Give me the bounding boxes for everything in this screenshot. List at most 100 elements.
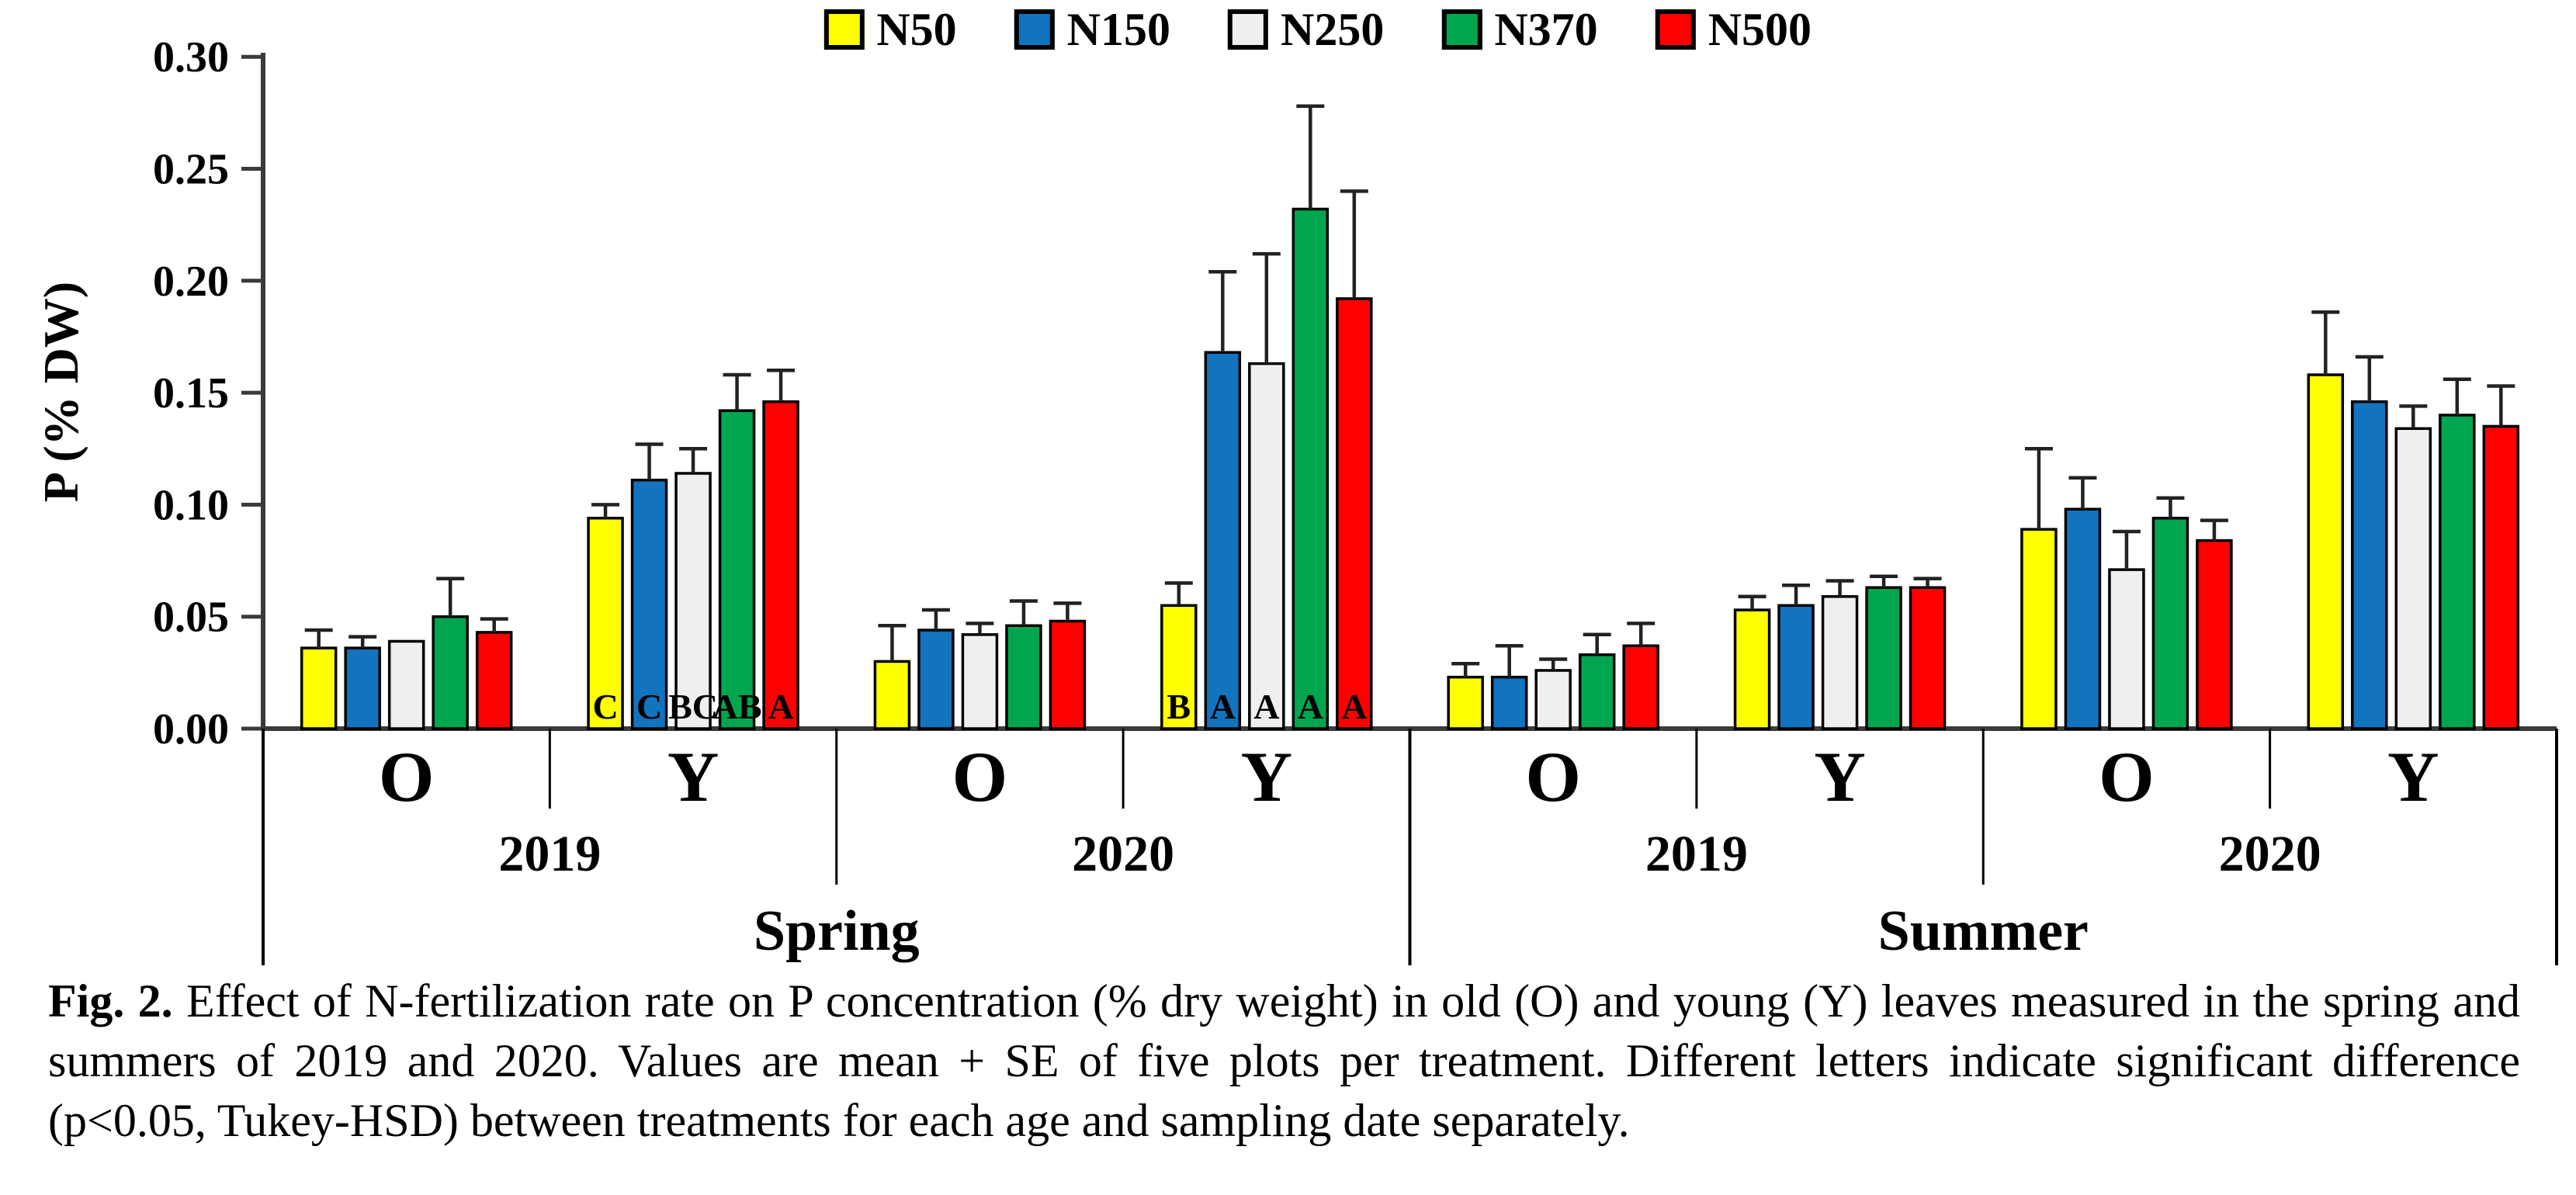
bar-Summer-2019-Y-N150 xyxy=(1777,604,1815,730)
age-label: O xyxy=(2099,737,2155,816)
bar-Spring-2019-Y-N50 xyxy=(587,516,624,730)
bar-group-Summer-2020-O xyxy=(2020,447,2233,730)
bar-chart: 0.00 0.05 0.10 0.15 0.20 0.25 0.30 P (% DW) O Y O Y… xyxy=(33,33,2558,965)
bar-Summer-2019-Y-N370 xyxy=(1865,586,1902,730)
age-label: Y xyxy=(1241,737,1292,816)
y-tick-label: 0.00 xyxy=(153,705,229,753)
sig-letter: A xyxy=(1341,687,1367,726)
legend-label: N370 xyxy=(1494,4,1598,55)
legend-item-N250: N250 xyxy=(1228,6,1384,53)
sig-letter: A xyxy=(1253,687,1279,726)
figure-caption: Fig. 2. Effect of N-fertilization rate o… xyxy=(48,972,2520,1150)
legend-item-N50: N50 xyxy=(823,4,957,55)
bar-Summer-2020-O-N370 xyxy=(2151,516,2189,730)
bar-Summer-2020-O-N250 xyxy=(2108,568,2145,730)
legend-item-N370: N370 xyxy=(1441,4,1598,55)
legend-item-N500: N500 xyxy=(1655,4,1812,55)
bar-Spring-2019-Y-N250 xyxy=(674,472,712,730)
bar-Summer-2020-Y-N150 xyxy=(2351,400,2388,730)
legend-swatch-N370 xyxy=(1441,9,1482,50)
bar-Spring-2020-O-N370 xyxy=(1005,624,1042,730)
y-tick-label: 0.30 xyxy=(153,33,229,81)
y-tick-label: 0.20 xyxy=(153,258,229,306)
bar-group-Summer-2019-O xyxy=(1447,622,1659,730)
bar-Summer-2019-O-N500 xyxy=(1622,644,1659,730)
legend-label: N150 xyxy=(1066,4,1171,55)
bar-group-Spring-2019-O xyxy=(300,577,513,730)
sig-letter: A xyxy=(1210,687,1236,726)
bar-Spring-2019-Y-N370 xyxy=(718,409,756,730)
bar-Summer-2020-Y-N50 xyxy=(2307,373,2345,730)
figure-number-label: Fig. 2. xyxy=(48,975,173,1027)
y-axis-title: P (% DW) xyxy=(33,282,88,502)
bar-Spring-2019-O-N500 xyxy=(475,631,513,730)
age-label: Y xyxy=(2387,737,2439,816)
bar-Spring-2019-O-N370 xyxy=(432,615,469,730)
bar-Spring-2019-Y-N500 xyxy=(762,400,799,730)
year-label: 2020 xyxy=(2219,826,2321,882)
bar-Summer-2019-O-N370 xyxy=(1578,653,1616,730)
y-tick-label: 0.25 xyxy=(153,146,229,194)
bar-group-Summer-2019-Y xyxy=(1733,574,1947,730)
bar-Summer-2020-O-N150 xyxy=(2064,507,2102,730)
bar-Spring-2020-Y-N150 xyxy=(1204,351,1242,730)
legend-swatch-N500 xyxy=(1655,9,1696,50)
y-tick-label: 0.10 xyxy=(153,481,229,529)
bar-Summer-2019-O-N150 xyxy=(1490,675,1528,730)
bar-Spring-2019-O-N50 xyxy=(300,646,338,730)
bar-Spring-2020-O-N50 xyxy=(873,660,911,730)
year-label: 2020 xyxy=(1072,826,1174,882)
bar-Spring-2020-Y-N250 xyxy=(1248,362,1285,730)
legend: N50 N150 N250 N370 N500 xyxy=(823,6,1812,53)
legend-item-N150: N150 xyxy=(1014,6,1170,53)
bar-Spring-2020-O-N150 xyxy=(917,629,955,730)
bar-Spring-2020-Y-N370 xyxy=(1291,207,1330,730)
bar-group-Summer-2020-Y xyxy=(2307,310,2520,730)
bar-Spring-2020-O-N500 xyxy=(1049,619,1087,730)
bar-Spring-2019-O-N250 xyxy=(387,639,425,730)
sig-letter: A xyxy=(768,687,793,726)
sig-letter: A xyxy=(1298,687,1323,726)
legend-label: N50 xyxy=(876,4,957,55)
y-tick-label: 0.05 xyxy=(153,594,229,642)
sig-letter: B xyxy=(1167,687,1191,726)
sig-letter: C xyxy=(592,687,618,726)
bar-Summer-2020-O-N50 xyxy=(2020,528,2058,730)
bar-Summer-2019-Y-N50 xyxy=(1733,608,1771,730)
age-label: O xyxy=(1525,737,1581,816)
bar-Summer-2019-O-N250 xyxy=(1534,669,1572,730)
season-label: Spring xyxy=(754,899,920,963)
caption-text: Effect of N-fertilization rate on P conc… xyxy=(48,975,2520,1146)
season-label: Summer xyxy=(1878,899,2089,963)
bar-Spring-2020-Y-N500 xyxy=(1336,297,1373,730)
bar-group-Spring-2020-O xyxy=(873,599,1087,730)
age-label: O xyxy=(379,737,435,816)
bar-Spring-2019-O-N150 xyxy=(344,646,381,730)
sig-letter: AB xyxy=(712,687,762,726)
bar-Summer-2019-Y-N500 xyxy=(1909,586,1947,730)
year-label: 2019 xyxy=(498,826,601,882)
sig-letter: BC xyxy=(668,687,718,726)
legend-label: N250 xyxy=(1281,4,1385,55)
age-label: Y xyxy=(667,737,719,816)
bar-Summer-2020-Y-N500 xyxy=(2482,424,2520,730)
legend-swatch-N50 xyxy=(823,9,865,50)
bar-Summer-2019-O-N50 xyxy=(1447,675,1484,730)
bar-Summer-2020-O-N500 xyxy=(2196,539,2233,730)
bar-Summer-2020-Y-N250 xyxy=(2394,427,2432,730)
year-label: 2019 xyxy=(1645,826,1748,882)
age-label: O xyxy=(952,737,1008,816)
legend-swatch-N150 xyxy=(1014,9,1055,50)
bar-Spring-2020-Y-N50 xyxy=(1160,604,1198,730)
legend-label: N500 xyxy=(1708,4,1812,55)
legend-swatch-N250 xyxy=(1228,9,1269,50)
bar-Spring-2019-Y-N150 xyxy=(630,478,668,730)
bar-Spring-2020-O-N250 xyxy=(961,633,999,730)
bar-Summer-2019-Y-N250 xyxy=(1821,594,1859,730)
age-label: Y xyxy=(1814,737,1865,816)
sig-letter: C xyxy=(636,687,662,726)
y-tick-label: 0.15 xyxy=(153,369,229,417)
